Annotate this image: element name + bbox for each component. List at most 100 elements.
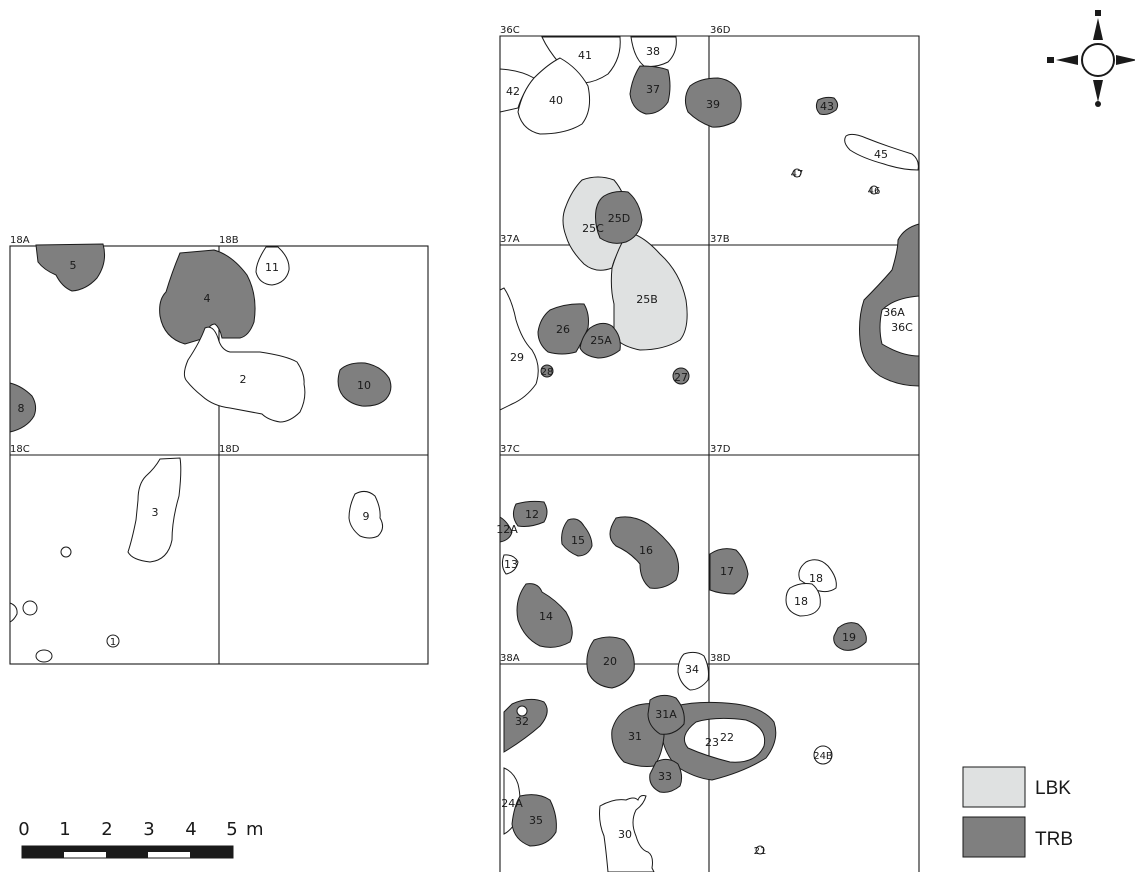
feature-label: 28 (541, 367, 554, 378)
feature-label: 21 (754, 846, 767, 857)
feature-label: 3 (152, 506, 159, 519)
feature-label: 34 (685, 663, 699, 676)
feature-label: 20 (603, 655, 617, 668)
feature-label: 24B (813, 751, 833, 762)
feature-label: 25B (636, 293, 658, 306)
feature-labels-left: 5 4 11 2 10 8 3 9 1 (18, 259, 372, 648)
feature-8 (9, 382, 37, 433)
feature-label: 4 (204, 292, 211, 305)
feature-unnumbered (35, 649, 53, 663)
feature-label: 39 (706, 98, 720, 111)
feature-19 (833, 622, 867, 651)
feature-label: 35 (529, 814, 543, 827)
feature-label: 25D (608, 212, 630, 225)
feature-30 (599, 795, 655, 872)
features-right (499, 36, 920, 872)
feature-5 (35, 243, 105, 292)
square-label: 37C (500, 444, 520, 455)
feature-label: 45 (874, 148, 888, 161)
feature-label: 40 (549, 94, 563, 107)
feature-label: 18 (809, 572, 823, 585)
feature-label: 27 (674, 371, 688, 384)
feature-label: 5 (70, 259, 77, 272)
feature-33 (649, 758, 683, 793)
feature-label: 15 (571, 534, 585, 547)
feature-40 (517, 57, 590, 135)
feature-label: 23 (705, 736, 719, 749)
feature-label: 2 (240, 373, 247, 386)
feature-label: 9 (363, 510, 370, 523)
feature-24B (813, 745, 833, 765)
feature-9 (348, 490, 384, 539)
feature-label: 36C (891, 321, 913, 334)
square-label: 18C (10, 444, 30, 455)
features-left (9, 243, 392, 663)
feature-1 (106, 634, 120, 648)
feature-label: 33 (658, 770, 672, 783)
square-label: 37A (500, 234, 520, 245)
scale-bar: 0 1 2 3 4 5 m (18, 819, 264, 859)
feature-label: 24A (501, 797, 523, 810)
feature-label: 41 (578, 49, 592, 62)
feature-21 (755, 845, 765, 855)
feature-label: 13 (504, 558, 518, 571)
feature-label: 17 (720, 565, 734, 578)
feature-36A-ring (859, 223, 920, 387)
feature-label: 14 (539, 610, 553, 623)
feature-43 (815, 96, 839, 115)
feature-label: 10 (357, 379, 371, 392)
feature-label: 8 (18, 402, 25, 415)
feature-26 (537, 303, 589, 355)
feature-label: 37 (646, 83, 660, 96)
feature-label: 16 (639, 544, 653, 557)
feature-16 (609, 516, 680, 589)
scale-unit: m (246, 819, 264, 840)
feature-39 (684, 77, 742, 128)
feature-31A (647, 694, 685, 735)
feature-15 (561, 518, 593, 557)
feature-29 (499, 287, 539, 411)
feature-34 (677, 651, 709, 691)
scale-tick-label: 1 (59, 819, 70, 840)
feature-47 (792, 168, 802, 178)
feature-label: 31A (655, 708, 677, 721)
feature-label: 1 (110, 637, 116, 648)
feature-32 (503, 698, 548, 753)
square-label: 18B (219, 235, 239, 246)
scale-tick-label: 0 (18, 819, 29, 840)
scale-tick-label: 4 (185, 819, 196, 840)
square-label: 36D (710, 25, 731, 36)
feature-13 (501, 554, 519, 575)
feature-17 (709, 548, 749, 595)
feature-label: 12 (525, 508, 539, 521)
feature-38 (630, 36, 677, 67)
feature-32-inner (516, 705, 528, 717)
feature-label: 43 (820, 100, 834, 113)
feature-unnumbered (22, 600, 38, 616)
feature-label: 12A (496, 523, 518, 536)
feature-28 (540, 364, 554, 378)
feature-label: 47 (791, 169, 804, 180)
feature-20 (586, 636, 635, 689)
square-labels-right: 36C 36D 37A 37B 37C 37D 38A 38D (500, 25, 731, 664)
feature-37 (629, 65, 671, 115)
feature-label: 38 (646, 45, 660, 58)
north-arrow-icon (1047, 10, 1135, 107)
square-label: 37D (710, 444, 731, 455)
feature-unnumbered (60, 546, 72, 558)
legend-swatch-trb (962, 816, 1026, 858)
feature-label: 18 (794, 595, 808, 608)
feature-18-lower (785, 583, 821, 617)
feature-label: 19 (842, 631, 856, 644)
legend-label-trb: TRB (1035, 829, 1073, 850)
legend-swatch-lbk (962, 766, 1026, 808)
feature-label: 26 (556, 323, 570, 336)
feature-3 (127, 457, 182, 563)
scale-tick-label: 5 (226, 819, 237, 840)
feature-12A (499, 516, 513, 543)
feature-label: 46 (868, 186, 881, 197)
square-labels-left: 18A 18B 18C 18D (10, 235, 240, 455)
feature-25B (610, 231, 688, 351)
square-label: 18D (219, 444, 240, 455)
